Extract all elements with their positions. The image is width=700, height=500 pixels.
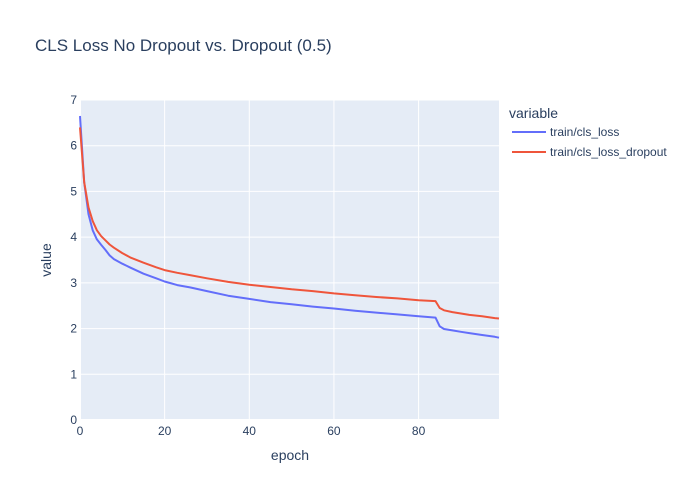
x-tick-label: 40 [243,424,257,438]
legend-item[interactable]: train/cls_loss [512,125,619,139]
y-tick-label: 5 [70,184,77,198]
gridlines [79,99,499,421]
y-tick-label: 6 [70,139,77,153]
chart-title: CLS Loss No Dropout vs. Dropout (0.5) [35,36,332,55]
series-lines [79,115,500,339]
y-tick-label: 7 [70,93,77,107]
y-tick-label: 0 [70,413,77,427]
x-tick-label: 80 [412,424,426,438]
x-tick-label: 0 [77,424,84,438]
x-tick-label: 60 [327,424,341,438]
legend-title: variable [509,105,558,121]
y-tick-label: 2 [70,322,77,336]
series-line-1 [79,115,500,339]
x-axis-title: epoch [271,447,309,463]
x-tick-label: 20 [158,424,172,438]
y-tick-label: 4 [70,230,77,244]
legend: variable train/cls_loss train/cls_loss_dr… [509,105,667,159]
series-line-2 [79,127,500,320]
plot-area [80,100,499,420]
y-tick-label: 3 [70,276,77,290]
x-axis-ticks: 0 20 40 60 80 [77,424,426,438]
y-axis-title: value [38,243,54,277]
legend-item[interactable]: train/cls_loss_dropout [512,145,667,159]
legend-label: train/cls_loss_dropout [550,145,667,159]
y-tick-label: 1 [70,367,77,381]
legend-label: train/cls_loss [550,125,619,139]
y-axis-ticks: 0 1 2 3 4 5 6 7 [70,93,77,427]
